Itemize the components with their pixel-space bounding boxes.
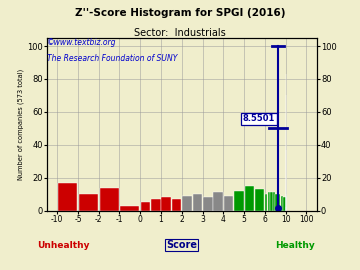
Text: ©www.textbiz.org: ©www.textbiz.org <box>47 38 116 46</box>
Text: Score: Score <box>166 240 197 250</box>
Bar <box>203 197 212 211</box>
Bar <box>275 194 278 211</box>
Text: 8.5501: 8.5501 <box>243 114 275 123</box>
Bar <box>193 194 202 211</box>
Bar <box>161 197 171 211</box>
Bar <box>213 193 223 211</box>
Bar <box>270 193 273 211</box>
Bar <box>283 197 285 211</box>
Text: Sector:  Industrials: Sector: Industrials <box>134 28 226 38</box>
Bar <box>79 194 98 211</box>
Bar <box>280 196 283 211</box>
Bar <box>224 196 233 211</box>
Text: Unhealthy: Unhealthy <box>37 241 89 250</box>
Bar <box>182 196 192 211</box>
Bar <box>267 193 270 211</box>
Y-axis label: Number of companies (573 total): Number of companies (573 total) <box>18 69 24 180</box>
Bar <box>265 194 267 211</box>
Bar <box>278 194 280 211</box>
Bar <box>151 199 161 211</box>
Bar <box>255 189 265 211</box>
Bar <box>244 186 254 211</box>
Bar <box>234 191 244 211</box>
Bar <box>172 199 181 211</box>
Bar <box>100 188 119 211</box>
Text: Healthy: Healthy <box>275 241 315 250</box>
Bar <box>141 202 150 211</box>
Bar <box>273 193 275 211</box>
Text: The Research Foundation of SUNY: The Research Foundation of SUNY <box>47 54 177 63</box>
Text: Z''-Score Histogram for SPGI (2016): Z''-Score Histogram for SPGI (2016) <box>75 8 285 18</box>
Bar <box>58 183 77 211</box>
Bar <box>120 206 139 211</box>
